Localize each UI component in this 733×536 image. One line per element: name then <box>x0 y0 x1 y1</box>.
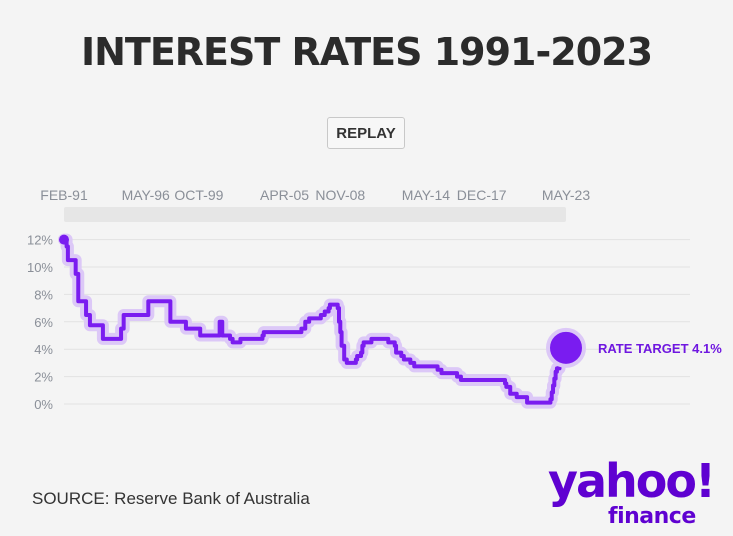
x-tick-label: MAY-14 <box>402 187 450 203</box>
x-tick-label: FEB-91 <box>40 187 88 203</box>
source-note: SOURCE: Reserve Bank of Australia <box>32 489 310 508</box>
x-tick-label: NOV-08 <box>315 187 365 203</box>
y-tick-label: 6% <box>34 315 53 330</box>
y-tick-label: 2% <box>34 370 53 385</box>
y-tick-label: 4% <box>34 342 53 357</box>
y-tick-label: 12% <box>27 233 53 248</box>
replay-button[interactable]: REPLAY <box>327 117 405 149</box>
yahoo-finance-logo: yahoo! finance <box>548 458 718 534</box>
x-tick-label: APR-05 <box>260 187 309 203</box>
y-tick-label: 10% <box>27 260 53 275</box>
rate-target-annotation: RATE TARGET 4.1% <box>598 341 722 356</box>
x-tick-label: OCT-99 <box>174 187 223 203</box>
x-axis-ticks: FEB-91 MAY-96 OCT-99 APR-05 NOV-08 MAY-14 DEC-… <box>40 187 590 203</box>
x-axis-scrub-track[interactable] <box>64 207 566 222</box>
x-tick-label: MAY-96 <box>122 187 170 203</box>
y-tick-label: 0% <box>34 397 53 412</box>
chart-title: INTEREST RATES 1991-2023 <box>80 30 653 74</box>
end-point-marker <box>546 327 586 368</box>
logo-wordmark: yahoo! <box>548 454 716 508</box>
y-axis-ticks: 12% 10% 8% 6% 4% 2% 0% <box>27 233 53 412</box>
x-tick-label: DEC-17 <box>457 187 507 203</box>
start-point <box>59 234 69 245</box>
logo-subtitle: finance <box>608 504 696 529</box>
gridlines <box>64 239 690 405</box>
interest-rate-chart: FEB-91 MAY-96 OCT-99 APR-05 NOV-08 MAY-14 DEC-… <box>27 187 722 412</box>
rate-line <box>62 237 568 405</box>
y-tick-label: 8% <box>34 287 53 302</box>
x-tick-label: MAY-23 <box>542 187 590 203</box>
